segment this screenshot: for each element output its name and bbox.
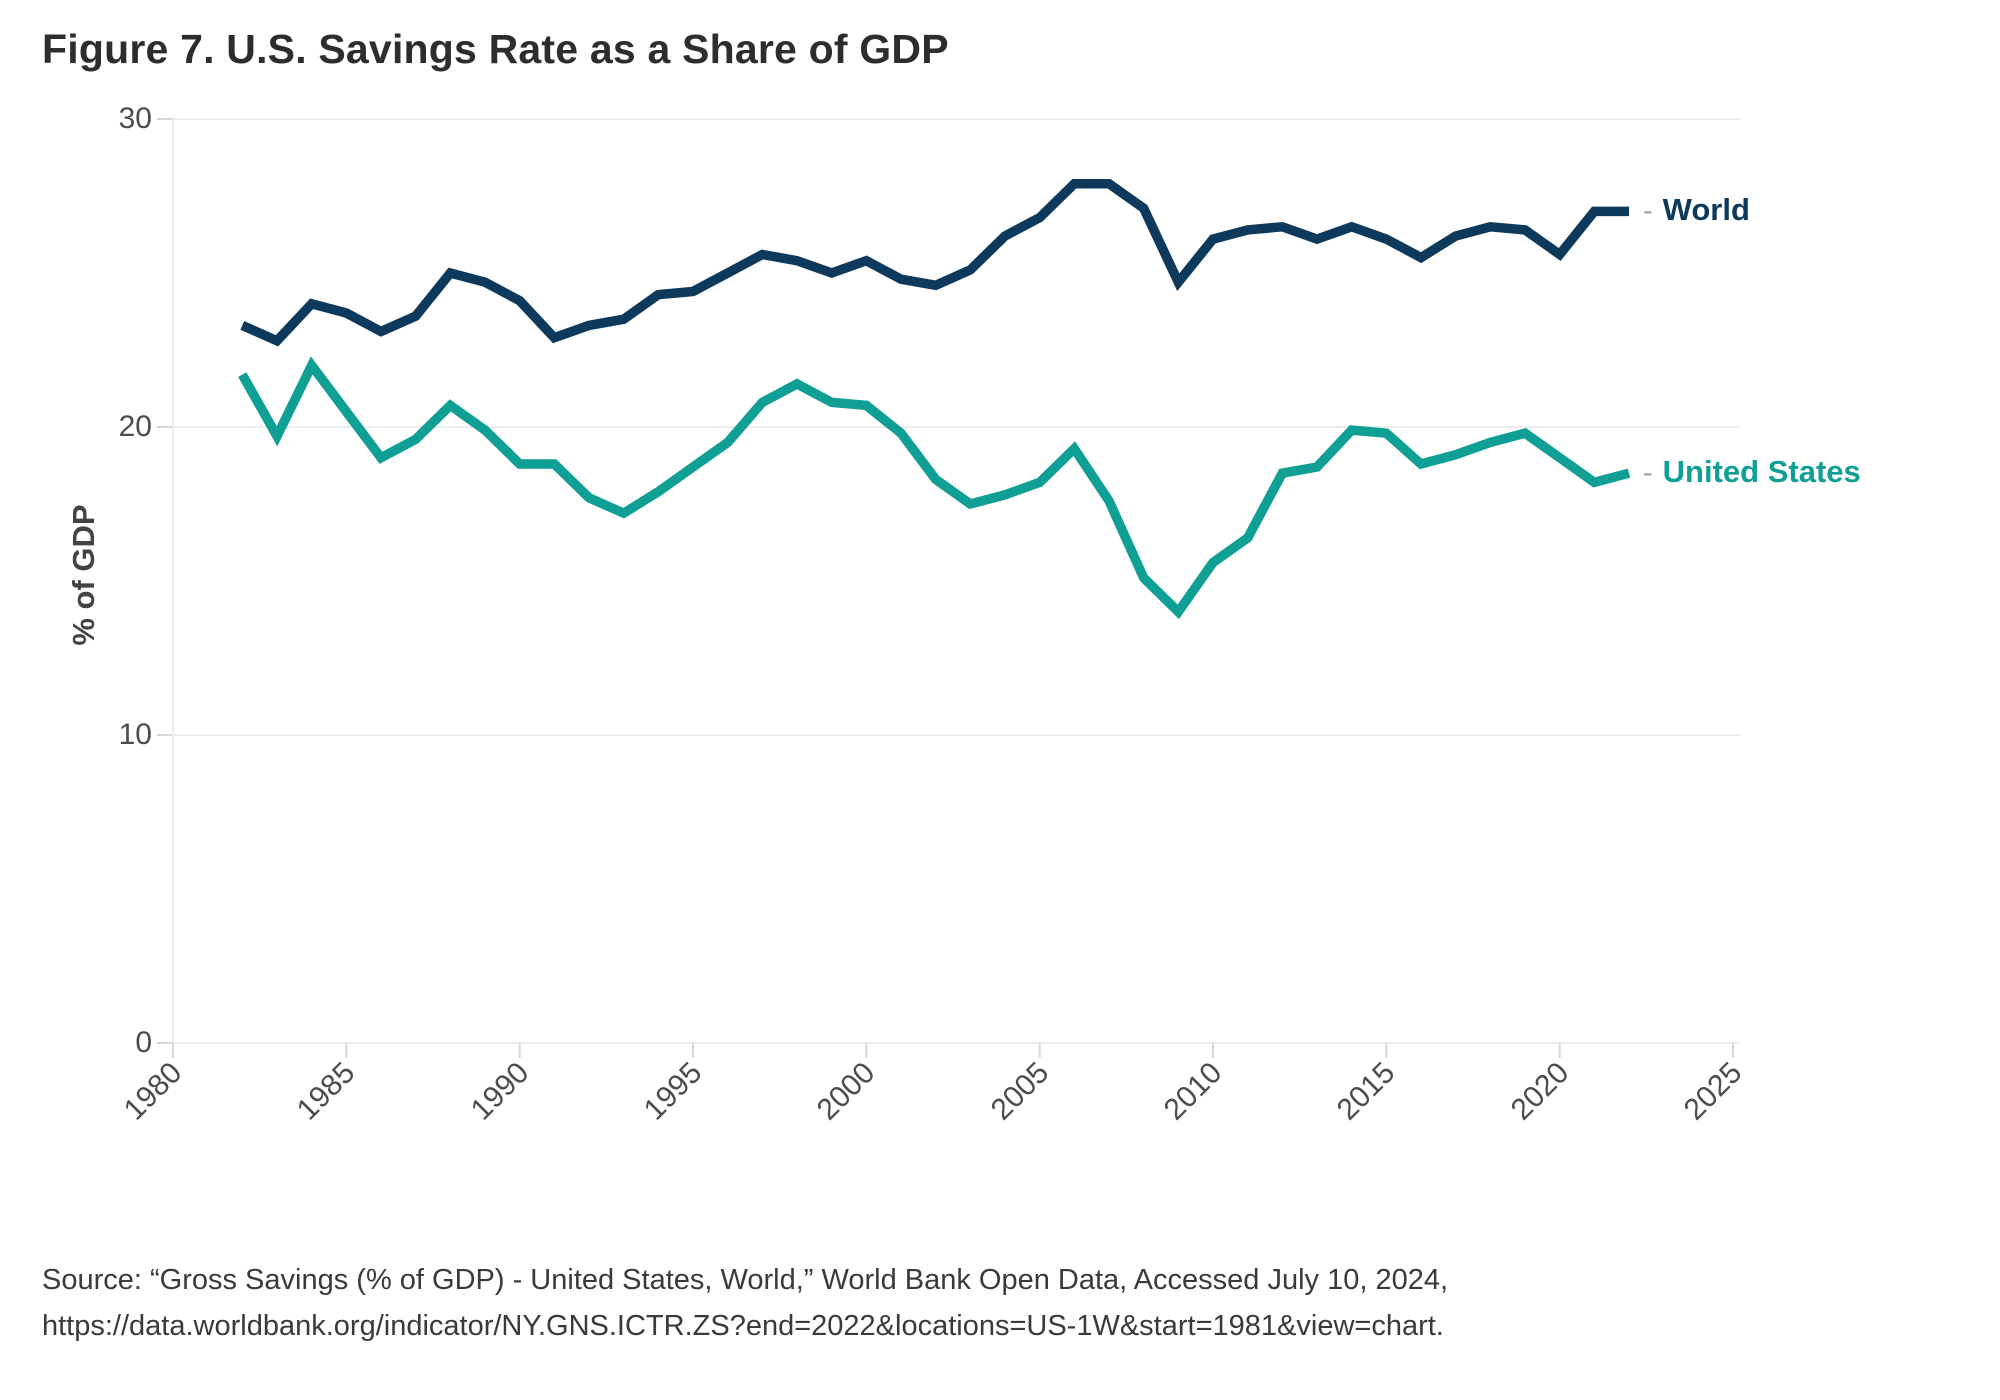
y-axis-title: % of GDP — [66, 504, 101, 646]
legend-united-states-label: United States — [1662, 454, 1861, 490]
legend-world-label: World — [1662, 192, 1750, 228]
y-tick-label-0: 0 — [135, 1026, 152, 1059]
legend-dash: - — [1643, 457, 1653, 490]
source-line-1: Source: “Gross Savings (% of GDP) - Unit… — [42, 1264, 1449, 1296]
legend-dash: - — [1643, 195, 1653, 228]
source-line-2: https://data.worldbank.org/indicator/NY.… — [42, 1309, 1444, 1342]
legend-world: - World — [1643, 192, 1750, 229]
y-tick-label-30: 30 — [118, 102, 152, 135]
series-line-united-states — [238, 356, 1631, 620]
series-line-world — [240, 178, 1629, 347]
legend-united-states: - United States — [1643, 454, 1861, 491]
chart-title: Figure 7. U.S. Savings Rate as a Share o… — [42, 26, 949, 72]
y-tick-label-20: 20 — [118, 410, 152, 443]
y-tick-label-10: 10 — [118, 718, 152, 751]
source-citation: Source: “Gross Savings (% of GDP) - Unit… — [42, 1258, 1602, 1350]
